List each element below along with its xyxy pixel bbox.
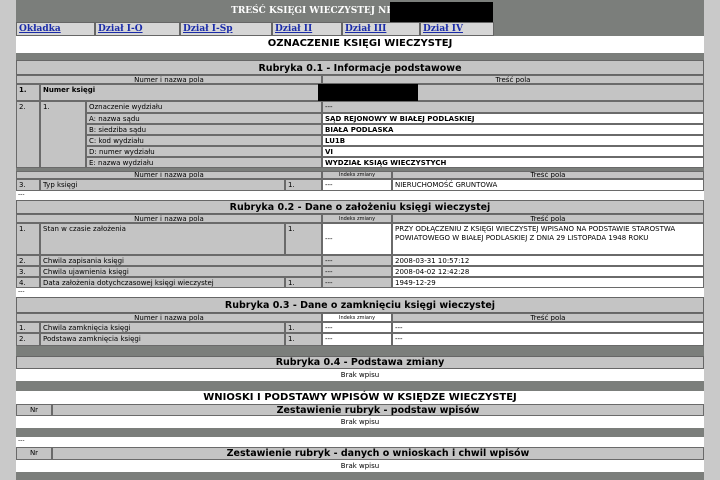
field-label: Typ księgi [40,179,285,191]
col-header-name: Numer i nazwa pola [16,75,322,84]
row-number: 3. [16,266,40,277]
tab-dzial-i-o[interactable]: Dział I-O [95,22,180,36]
field-label: Podstawa zamknięcia księgi [40,333,285,346]
change-index: --- [322,179,392,191]
land-registry-page: TREŚĆ KSIĘGI WIECZYSTEJ NR Okładka Dział… [16,0,704,480]
field-value: --- [322,101,704,113]
rubryka-0-2-title: Rubryka 0.2 - Dane o założeniu księgi wi… [16,200,704,214]
col-header-index: Indeks zmiany [322,214,392,223]
field-label: Chwila zamknięcia księgi [40,322,285,333]
tab-okladka[interactable]: Okładka [16,22,95,36]
change-index: --- [322,266,392,277]
tab-dzial-iii[interactable]: Dział III [342,22,420,36]
field-label: E: nazwa wydziału [86,157,322,168]
row-number: 2. [16,101,40,168]
redaction [318,84,418,104]
empty-entry: Brak wpisu [16,460,704,472]
field-label: B: siedziba sądu [86,124,322,135]
table-title: Zestawienie rubryk - podstaw wpisów [52,404,704,416]
field-value: 2008-03-31 10:57:12 [392,255,704,266]
field-value: SĄD REJONOWY W BIAŁEJ PODLASKIEJ [322,113,704,124]
field-label: Chwila ujawnienia księgi [40,266,322,277]
field-value: --- [392,333,704,346]
redaction [390,2,493,22]
field-value: --- [392,322,704,333]
table-title: Zestawienie rubryk - danych o wnioskach … [52,447,704,460]
change-index: --- [322,277,392,288]
change-index: --- [322,333,392,346]
change-index: --- [322,255,392,266]
row-number: 2. [16,333,40,346]
field-value: NIERUCHOMOŚĆ GRUNTOWA [392,179,704,191]
field-label: Chwila zapisania księgi [40,255,322,266]
col-header-name: Numer i nazwa pola [16,214,322,223]
rubryka-0-4-title: Rubryka 0.4 - Podstawa zmiany [16,356,704,369]
change-index: --- [322,322,392,333]
field-label: Data założenia dotychczasowej księgi wie… [40,277,285,288]
field-label: A: nazwa sądu [86,113,322,124]
page-title: TREŚĆ KSIĘGI WIECZYSTEJ NR [231,6,394,16]
row-number: 1. [16,84,40,101]
sub-number: 1. [285,179,322,191]
more-indicator: --- [16,437,704,447]
field-label: Numer księgi [40,84,322,101]
row-number: 1. [16,322,40,333]
field-label: D: numer wydziału [86,146,322,157]
field-value: 1949-12-29 [392,277,704,288]
empty-entry: Brak wpisu [16,369,704,381]
tab-dzial-iv[interactable]: Dział IV [420,22,494,36]
col-header-nr: Nr [16,404,52,416]
field-value: PRZY ODŁĄCZENIU Z KSIĘGI WIECZYSTEJ WPIS… [392,223,704,255]
field-label: Stan w czasie założenia [40,223,285,255]
row-number: 1. [16,223,40,255]
sub-number: 1. [285,322,322,333]
sub-number: 1. [285,277,322,288]
more-indicator: --- [16,191,704,200]
col-header-content: Treść pola [322,75,704,84]
col-header-nr: Nr [16,447,52,460]
sub-number: 1. [285,333,322,346]
col-header-content: Treść pola [392,214,704,223]
col-header-content: Treść pola [392,313,704,322]
wnioski-heading: WNIOSKI I PODSTAWY WPISÓW W KSIĘDZE WIEC… [16,391,704,404]
more-indicator: --- [16,288,704,297]
field-value: VI [322,146,704,157]
row-number: 2. [16,255,40,266]
field-value: WYDZIAŁ KSIĄG WIECZYSTYCH [322,157,704,168]
rubryka-0-1-title: Rubryka 0.1 - Informacje podstawowe [16,60,704,75]
tab-dzial-ii[interactable]: Dział II [272,22,342,36]
field-value: LU1B [322,135,704,146]
field-value: BIAŁA PODLASKA [322,124,704,135]
col-header-name: Numer i nazwa pola [16,171,322,179]
change-index: --- [322,223,392,255]
field-label: Oznaczenie wydziału [86,101,322,113]
empty-entry: Brak wpisu [16,416,704,428]
field-value: 2008-04-02 12:42:28 [392,266,704,277]
row-number: 4. [16,277,40,288]
sub-number: 1. [285,223,322,255]
col-header-content: Treść pola [392,171,704,179]
col-header-index: Indeks zmiany [322,171,392,179]
sub-number: 1. [40,101,86,168]
col-header-index: Indeks zmiany [322,313,392,322]
rubryka-0-3-title: Rubryka 0.3 - Dane o zamknięciu księgi w… [16,297,704,313]
tab-dzial-i-sp[interactable]: Dział I-Sp [180,22,272,36]
col-header-name: Numer i nazwa pola [16,313,322,322]
row-number: 3. [16,179,40,191]
field-label: C: kod wydziału [86,135,322,146]
section-heading: OZNACZENIE KSIĘGI WIECZYSTEJ [16,36,704,53]
